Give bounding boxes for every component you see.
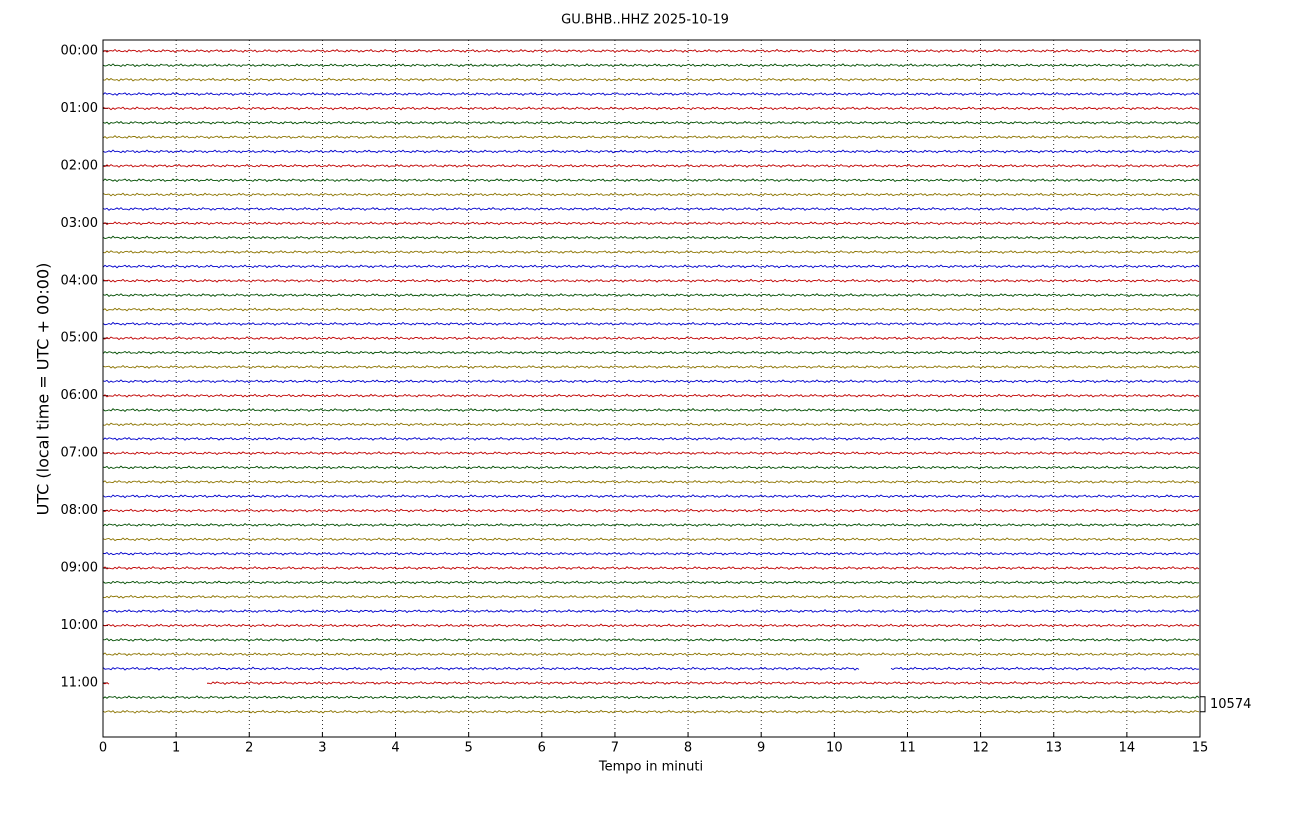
trace [102,408,1200,413]
x-tick-label: 7 [611,741,619,756]
trace [102,48,1200,53]
trace [102,235,1200,240]
trace [102,637,1200,642]
trace [102,436,1200,441]
y-tick-label: 05:00 [61,331,98,346]
y-tick-label: 00:00 [61,43,98,58]
trace [102,120,1200,125]
y-tick-label: 04:00 [61,273,98,288]
trace [102,106,1200,111]
trace [102,551,1200,556]
trace [102,623,1200,628]
trace [102,451,1200,456]
trace [102,479,1200,484]
x-tick-label: 3 [318,741,326,756]
y-tick-label: 01:00 [61,101,98,116]
x-tick-label: 15 [1192,741,1209,756]
trace [102,336,1200,341]
x-tick-label: 5 [465,741,473,756]
trace [102,321,1200,326]
y-tick-label: 03:00 [61,216,98,231]
trace [102,580,1200,585]
trace [102,609,1200,614]
trace [102,364,1200,369]
trace [102,149,1200,154]
y-tick-label: 02:00 [61,158,98,173]
trace [102,465,1200,470]
chart-title: GU.BHB..HHZ 2025-10-19 [561,13,729,28]
x-tick-label: 11 [899,741,916,756]
x-tick-label: 2 [245,741,253,756]
y-tick-label: 09:00 [61,561,98,576]
x-tick-label: 6 [538,741,546,756]
trace [102,695,1200,700]
trace [102,250,1200,255]
trace [102,652,1200,657]
trace [102,77,1200,82]
trace [102,206,1200,211]
x-tick-label: 10 [826,741,843,756]
plot-frame [102,39,1201,738]
trace [102,135,1200,140]
trace [102,379,1200,384]
trace [102,494,1200,499]
trace [102,307,1200,312]
trace [102,178,1200,183]
trace [102,221,1200,226]
trace [102,522,1200,527]
x-tick-label: 4 [391,741,399,756]
trace [102,63,1200,68]
trace [102,393,1200,398]
trace [102,508,1200,513]
trace [102,709,1200,714]
trace [102,92,1200,97]
y-tick-label: 11:00 [61,675,98,690]
y-axis-label: UTC (local time = UTC + 00:00) [34,263,53,516]
y-tick-label: 10:00 [61,618,98,633]
trace [102,537,1200,542]
x-tick-label: 12 [972,741,989,756]
trace [102,680,1200,685]
scale-bracket [1200,696,1206,713]
trace [102,566,1200,571]
trace [102,293,1200,298]
x-tick-label: 14 [1119,741,1136,756]
trace [102,264,1200,269]
y-tick-label: 07:00 [61,446,98,461]
trace [102,350,1200,355]
trace [102,192,1200,197]
trace [102,594,1200,599]
y-tick-label: 08:00 [61,503,98,518]
y-tick-label: 06:00 [61,388,98,403]
trace [102,666,1200,671]
x-tick-label: 9 [757,741,765,756]
x-tick-label: 8 [684,741,692,756]
x-axis-label: Tempo in minuti [598,760,703,775]
trace [102,163,1200,168]
scale-label: 10574 [1210,697,1251,712]
x-tick-label: 1 [172,741,180,756]
x-tick-label: 13 [1045,741,1062,756]
trace [102,422,1200,427]
trace [102,278,1200,283]
x-tick-label: 0 [99,741,107,756]
